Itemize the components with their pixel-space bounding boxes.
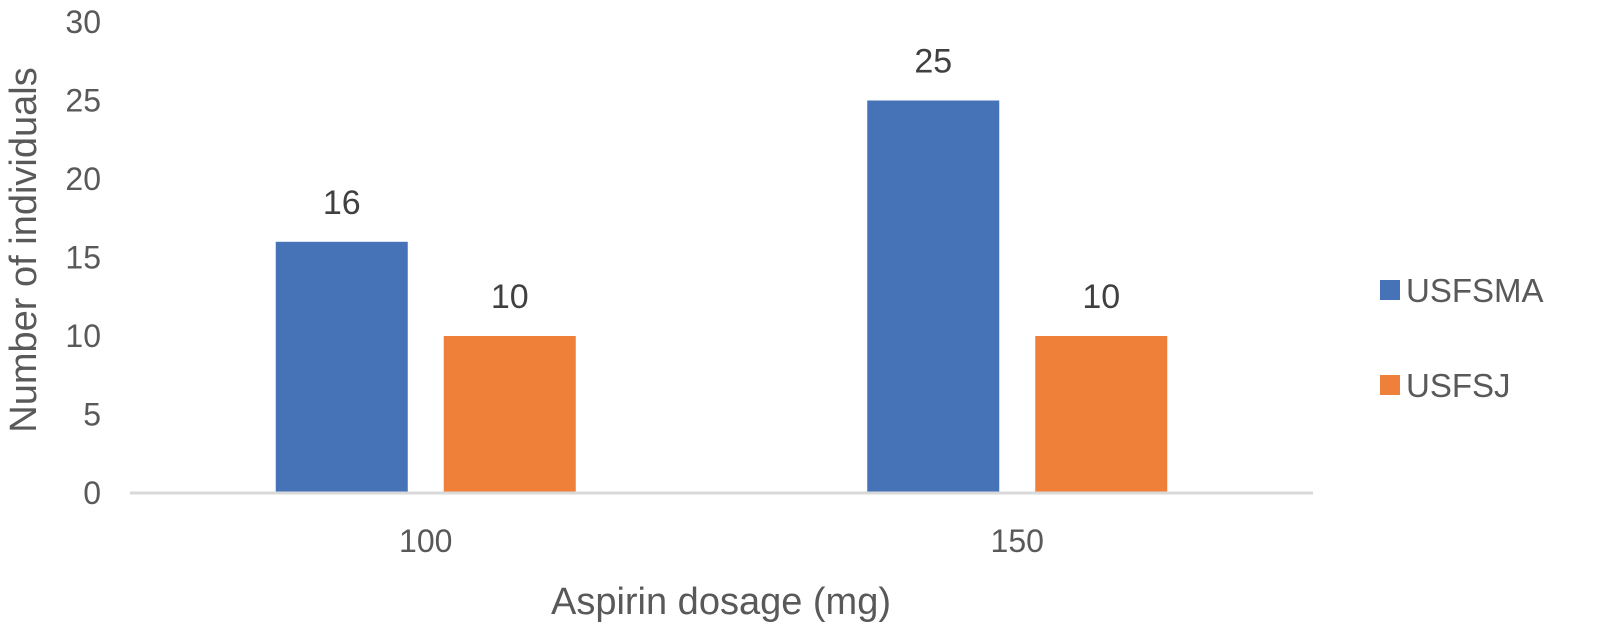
y-axis-title: Number of individuals <box>3 67 45 432</box>
legend-item: USFSMA <box>1380 272 1544 309</box>
bar-usfsj-150 <box>1035 336 1168 493</box>
bar-usfsma-100 <box>275 241 408 493</box>
data-labels: 16 10 25 10 <box>323 43 1120 317</box>
x-tick-label: 150 <box>991 523 1044 559</box>
legend-item: USFSJ <box>1380 367 1511 404</box>
y-tick-label: 25 <box>65 83 101 119</box>
legend-label: USFSJ <box>1406 367 1511 404</box>
data-label: 10 <box>1082 278 1120 316</box>
y-tick-label: 20 <box>65 161 101 197</box>
legend-label: USFSMA <box>1406 272 1544 309</box>
y-tick-label: 30 <box>65 4 101 40</box>
y-tick-label: 10 <box>65 318 101 354</box>
legend-swatch <box>1380 280 1400 300</box>
bar-usfsj-100 <box>443 336 576 493</box>
legend: USFSMA USFSJ <box>1380 272 1544 404</box>
data-label: 10 <box>491 278 529 316</box>
x-tick-label: 100 <box>399 523 452 559</box>
y-tick-label: 15 <box>65 240 101 276</box>
y-tick-label: 0 <box>83 475 101 511</box>
data-label: 16 <box>323 184 361 222</box>
data-label: 25 <box>914 43 952 81</box>
legend-swatch <box>1380 375 1400 395</box>
x-axis-title: Aspirin dosage (mg) <box>551 581 891 623</box>
y-axis-ticks: 0 5 10 15 20 25 30 <box>65 4 101 511</box>
x-axis-ticks: 100 150 <box>399 523 1044 559</box>
bars <box>275 100 1168 493</box>
bar-usfsma-150 <box>867 100 1000 493</box>
y-tick-label: 5 <box>83 397 101 433</box>
